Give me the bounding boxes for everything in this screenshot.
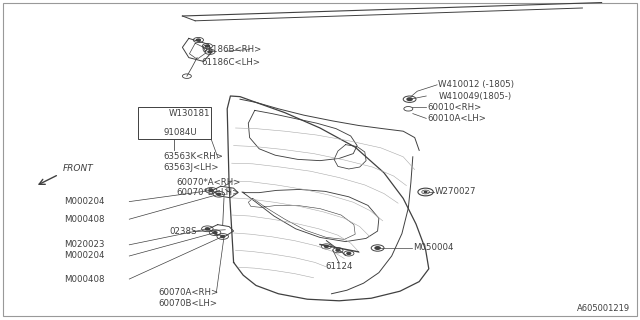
Text: 60070*B<LH>: 60070*B<LH> [176, 188, 239, 197]
Text: 91084U: 91084U [163, 128, 197, 137]
Circle shape [336, 249, 340, 251]
Text: 0238S: 0238S [170, 227, 197, 236]
Circle shape [407, 98, 412, 100]
Circle shape [208, 51, 212, 53]
Circle shape [217, 193, 221, 195]
Circle shape [205, 228, 209, 230]
Text: 60070B<LH>: 60070B<LH> [159, 299, 218, 308]
Text: M050004: M050004 [413, 244, 453, 252]
Text: 63563K<RH>: 63563K<RH> [163, 152, 223, 161]
Circle shape [209, 189, 213, 191]
Text: M000204: M000204 [64, 252, 104, 260]
Text: 63563J<LH>: 63563J<LH> [163, 163, 219, 172]
Circle shape [375, 247, 380, 249]
Text: 60010<RH>: 60010<RH> [428, 103, 482, 112]
FancyBboxPatch shape [138, 107, 211, 139]
Circle shape [347, 252, 351, 254]
Text: M020023: M020023 [64, 240, 104, 249]
Text: 61186C<LH>: 61186C<LH> [202, 58, 260, 67]
Text: W410012 (-1805): W410012 (-1805) [438, 80, 515, 89]
Text: 60070A<RH>: 60070A<RH> [159, 288, 219, 297]
Text: M000408: M000408 [64, 215, 104, 224]
Text: W270027: W270027 [435, 188, 477, 196]
Text: 60010A<LH>: 60010A<LH> [428, 114, 486, 123]
Text: 61186B<RH>: 61186B<RH> [202, 45, 262, 54]
Text: W130181: W130181 [168, 109, 210, 118]
Circle shape [205, 45, 209, 47]
Text: W410049(1805-): W410049(1805-) [438, 92, 511, 100]
Text: A605001219: A605001219 [577, 304, 630, 313]
Circle shape [213, 232, 217, 234]
Circle shape [324, 245, 328, 247]
Circle shape [424, 191, 427, 193]
Text: M000408: M000408 [64, 275, 104, 284]
Text: 60070*A<RH>: 60070*A<RH> [176, 178, 241, 187]
Text: 61124: 61124 [326, 262, 353, 271]
Circle shape [196, 39, 200, 41]
Text: M000204: M000204 [64, 197, 104, 206]
Text: FRONT: FRONT [63, 164, 93, 173]
Circle shape [221, 236, 225, 237]
